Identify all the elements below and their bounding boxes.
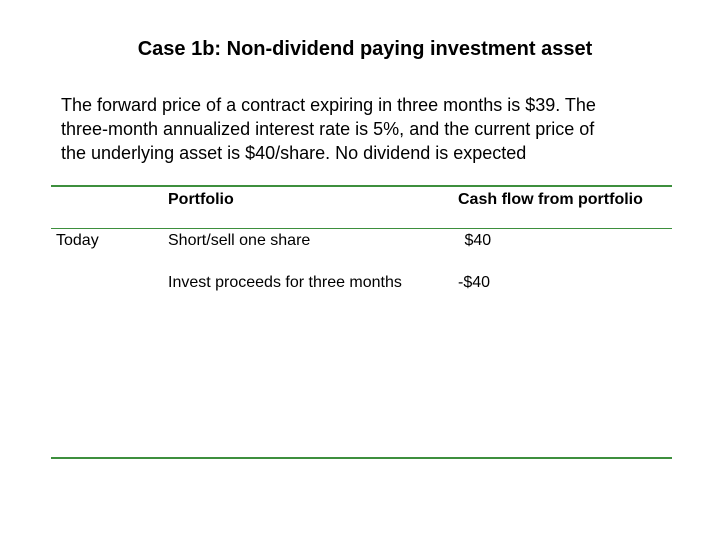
problem-line-3: the underlying asset is $40/share. No di… (61, 143, 527, 163)
slide-title: Case 1b: Non-dividend paying investment … (137, 38, 593, 60)
table-bottom-rule (51, 457, 672, 459)
problem-statement: The forward price of a contract expiring… (61, 93, 701, 165)
problem-line-1: The forward price of a contract expiring… (61, 95, 596, 115)
row-time: Today (56, 232, 99, 249)
row-cash-flow: -$40 (458, 274, 491, 291)
problem-line-2: three-month annualized interest rate is … (61, 119, 595, 139)
header-portfolio: Portfolio (168, 191, 234, 208)
header-cash-flow: Cash flow from portfolio (458, 191, 643, 208)
row-portfolio: Invest proceeds for three months (168, 274, 402, 291)
row-portfolio: Short/sell one share (168, 232, 311, 249)
header-rule (51, 228, 672, 229)
row-cash-flow: $40 (460, 232, 492, 249)
table-top-rule (51, 185, 672, 187)
